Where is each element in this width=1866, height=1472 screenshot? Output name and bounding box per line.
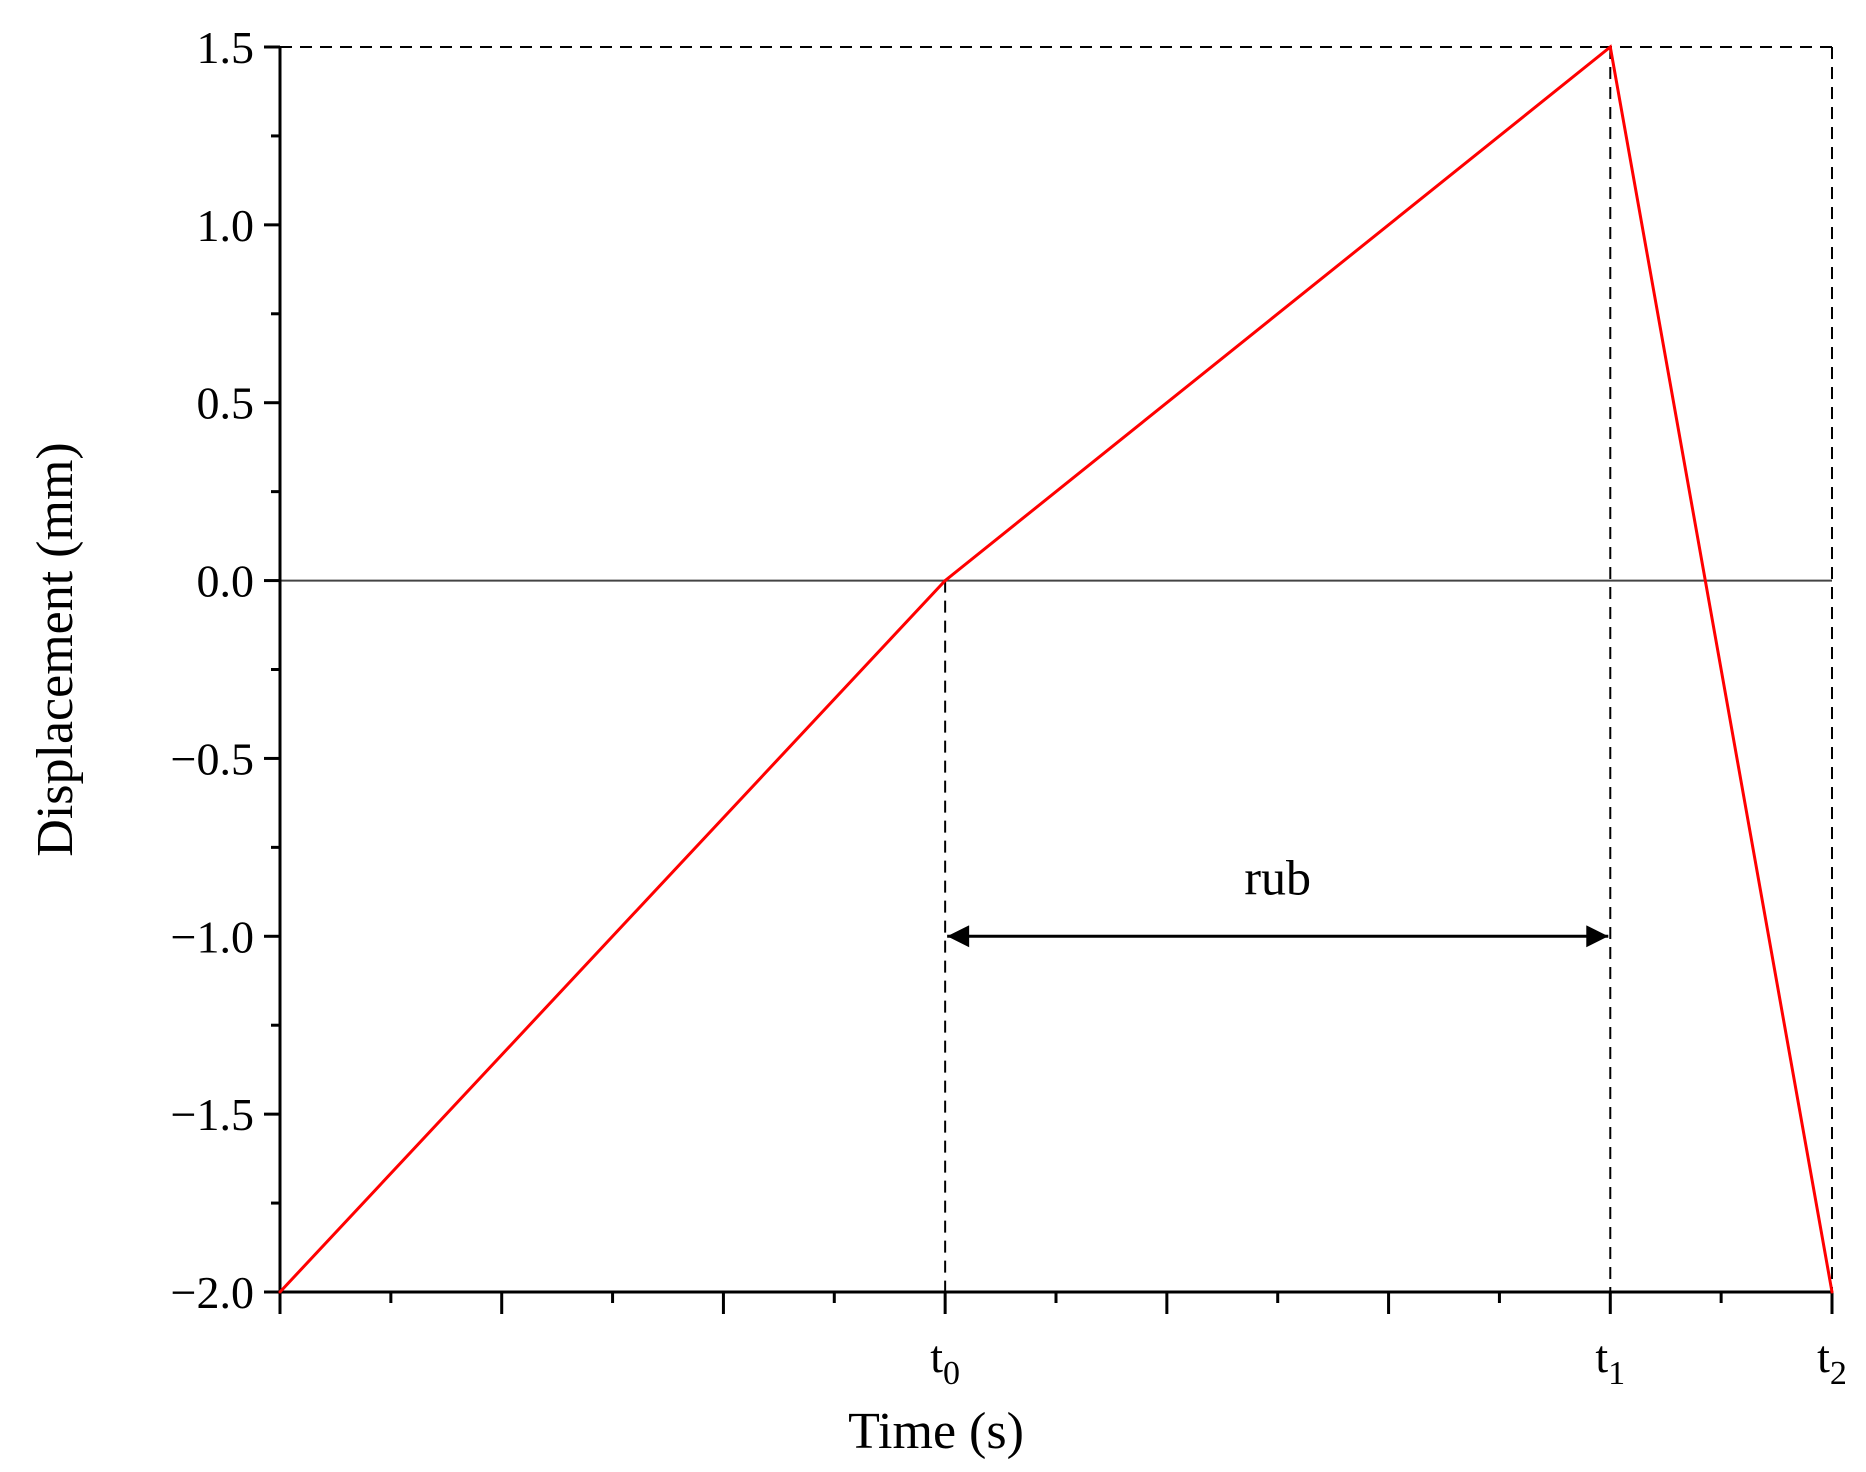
y-axis-title: Displacement (mm) <box>27 442 84 856</box>
y-tick-label: 0.5 <box>197 378 255 429</box>
x-tick-subscript: 2 <box>1830 1355 1847 1392</box>
series-line-0 <box>278 44 1834 1294</box>
axes <box>264 45 1834 1314</box>
reference-lines <box>280 46 1833 1292</box>
y-tick-label: 1.5 <box>197 22 255 73</box>
series-point <box>278 1290 282 1294</box>
y-tick-label: −0.5 <box>171 733 254 784</box>
series-layer <box>278 44 1834 1294</box>
x-tick-subscript: 1 <box>1608 1355 1625 1392</box>
x-axis-title: Time (s) <box>848 1403 1024 1460</box>
y-tick-label: 1.0 <box>197 200 255 251</box>
x-tick-label-t1: t1 <box>1595 1331 1625 1392</box>
x-tick-label-t2: t2 <box>1817 1331 1847 1392</box>
y-tick-label: −2.0 <box>171 1267 254 1318</box>
y-tick-label: −1.0 <box>171 911 254 962</box>
series-point <box>1608 45 1612 49</box>
x-tick-label-t0: t0 <box>930 1331 960 1392</box>
y-tick-label: −1.5 <box>171 1089 254 1140</box>
tick-labels: 1.5 1.0 0.5 0.0 −0.5 −1.0 −1.5 −2.0 t0 t1 t2 <box>171 22 1847 1392</box>
series-point <box>943 579 947 583</box>
rub-label: rub <box>1244 849 1311 905</box>
y-tick-label: 0.0 <box>197 556 255 607</box>
annotations-layer: rub <box>947 849 1609 948</box>
series-point <box>1830 1290 1834 1294</box>
x-tick-subscript: 0 <box>943 1355 960 1392</box>
